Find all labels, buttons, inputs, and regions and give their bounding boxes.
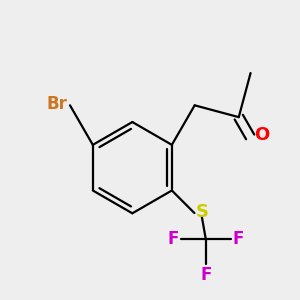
Text: Br: Br [46,95,67,113]
Text: F: F [168,230,179,248]
Text: S: S [196,202,209,220]
Text: O: O [255,126,270,144]
Text: F: F [200,266,212,284]
Text: F: F [232,230,244,248]
